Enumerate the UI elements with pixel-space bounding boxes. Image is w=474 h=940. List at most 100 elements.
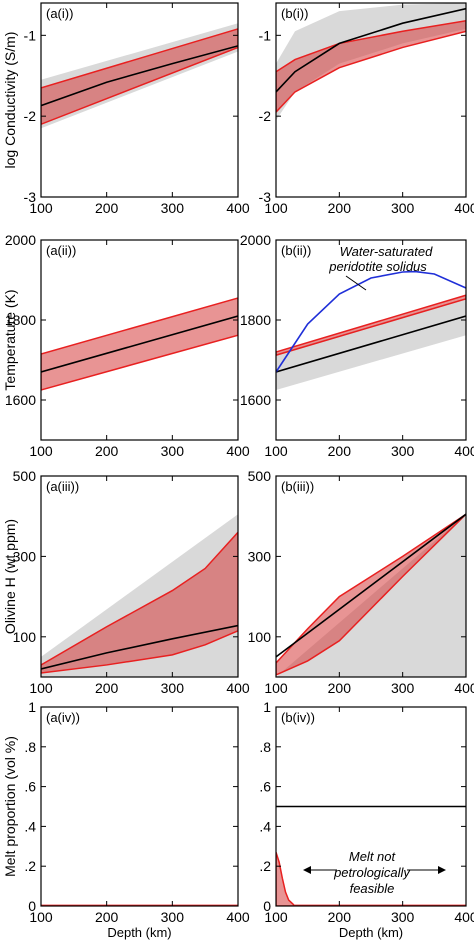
x-tick-label: 300 <box>391 200 415 216</box>
y-tick-label: 0 <box>263 898 271 914</box>
y-tick-label: 100 <box>248 629 272 645</box>
series-line-1 <box>276 315 466 373</box>
axes-frame <box>275 2 467 198</box>
y-axis-label: Melt proportion (vol %) <box>2 736 18 877</box>
y-tick-label: -1 <box>24 27 37 43</box>
y-tick-label: -2 <box>259 108 272 124</box>
y-tick-label: 1600 <box>240 392 271 408</box>
x-tick-label: 200 <box>328 909 352 925</box>
axes-frame <box>275 706 467 907</box>
x-tick-label: 200 <box>95 200 119 216</box>
series-line-1 <box>41 624 238 670</box>
y-tick-label: 0 <box>28 898 36 914</box>
y-tick-label: .2 <box>259 858 271 874</box>
y-tick-label: 100 <box>13 629 37 645</box>
x-tick-label: 400 <box>226 909 250 925</box>
y-tick-label: -2 <box>24 108 37 124</box>
x-tick-label: 400 <box>226 200 250 216</box>
red-model-band <box>41 28 238 126</box>
chart-panel-4: 1600 1800 2000 100 200 300 400 (b(ii)) Water-sat… <box>240 232 474 459</box>
series-line-1 <box>276 513 466 658</box>
chart-panel-2: -3 -2 -1 100 200 300 400 (b(i)) <box>259 2 474 216</box>
red-model-band <box>41 531 238 674</box>
y-tick-label: .4 <box>24 818 36 834</box>
x-tick-label: 100 <box>264 909 288 925</box>
plot-area <box>276 513 466 677</box>
x-tick-label: 300 <box>391 443 415 459</box>
x-tick-label: 300 <box>161 200 185 216</box>
panel-label: (b(ii)) <box>281 243 311 258</box>
x-tick-label: 300 <box>161 909 185 925</box>
x-tick-label: 200 <box>328 200 352 216</box>
x-axis-label: Depth (km) <box>107 925 171 940</box>
x-tick-label: 300 <box>161 443 185 459</box>
plot-area <box>276 3 466 121</box>
red-model-band <box>276 852 297 906</box>
y-tick-label: 300 <box>13 548 37 564</box>
panel-label: (a(iii)) <box>46 479 79 494</box>
x-tick-label: 200 <box>95 680 119 696</box>
panel-label: (a(i)) <box>46 6 73 21</box>
x-tick-label: 400 <box>454 909 474 925</box>
chart-panel-6: 100 300 500 100 200 300 400 (b(iii)) <box>248 468 474 696</box>
chart-panel-7: 0 .2 .4 .6 .8 1 100 200 300 400 (a(iv)) Melt propor… <box>2 699 250 940</box>
x-tick-label: 100 <box>29 200 53 216</box>
y-tick-label: .6 <box>259 779 271 795</box>
panel-label: (b(i)) <box>281 6 308 21</box>
y-tick-label: .6 <box>24 779 36 795</box>
solidus-annotation: peridotite solidus <box>328 259 427 274</box>
arrow-left-head <box>303 866 311 874</box>
y-tick-label: .8 <box>24 739 36 755</box>
x-tick-label: 100 <box>29 909 53 925</box>
axes-frame <box>275 239 467 441</box>
x-tick-label: 200 <box>95 443 119 459</box>
melt-annotation: Melt not <box>349 849 397 864</box>
y-tick-label: .2 <box>24 858 36 874</box>
y-tick-label: 1800 <box>240 312 271 328</box>
axes-frame <box>275 475 467 678</box>
x-tick-label: 400 <box>454 443 474 459</box>
panel-label: (a(ii)) <box>46 243 76 258</box>
y-tick-label: 2000 <box>240 232 271 248</box>
x-tick-label: 400 <box>226 680 250 696</box>
y-axis-label: log Conductivity (S/m) <box>2 32 18 169</box>
y-tick-label: 1 <box>28 699 36 715</box>
y-axis-label: Temperature (K) <box>2 289 18 390</box>
plot-area <box>41 297 238 391</box>
chart-panel-8: 0 .2 .4 .6 .8 1 100 200 300 400 (b(iv)) Depth (km) M… <box>259 699 474 940</box>
red-model-band <box>276 513 466 676</box>
chart-panel-3: 1600 1800 2000 100 200 300 400 (a(ii)) Temperatu… <box>2 232 250 459</box>
melt-annotation: feasible <box>350 881 395 896</box>
plot-area <box>41 23 238 129</box>
x-tick-label: 100 <box>264 200 288 216</box>
y-tick-label: 1600 <box>5 392 36 408</box>
y-tick-label: -3 <box>259 189 272 205</box>
axes-frame <box>40 239 239 441</box>
x-tick-label: 300 <box>391 680 415 696</box>
x-tick-label: 100 <box>29 680 53 696</box>
arrow-right-head <box>438 866 446 874</box>
y-axis-label: Olivine H (wt ppm) <box>2 519 18 634</box>
y-tick-label: 1800 <box>5 312 36 328</box>
x-tick-label: 400 <box>226 443 250 459</box>
plot-area <box>41 514 238 677</box>
x-tick-label: 100 <box>29 443 53 459</box>
annotation-pointer <box>345 275 367 291</box>
x-tick-label: 100 <box>264 680 288 696</box>
chart-panel-5: 100 300 500 100 200 300 400 (a(iii)) Olivine H (… <box>2 468 250 696</box>
y-tick-label: 1 <box>263 699 271 715</box>
x-tick-label: 100 <box>264 443 288 459</box>
series-line-1 <box>41 315 238 373</box>
y-tick-label: .4 <box>259 818 271 834</box>
x-tick-label: 200 <box>328 443 352 459</box>
y-tick-label: 2000 <box>5 232 36 248</box>
red-model-band <box>276 294 466 356</box>
axes-frame <box>40 706 239 907</box>
panel-label: (a(iv)) <box>46 710 80 725</box>
panel-label: (b(iv)) <box>281 710 315 725</box>
y-tick-label: 500 <box>13 468 37 484</box>
series-line-1 <box>276 7 466 93</box>
x-tick-label: 400 <box>454 680 474 696</box>
x-tick-label: 300 <box>391 909 415 925</box>
